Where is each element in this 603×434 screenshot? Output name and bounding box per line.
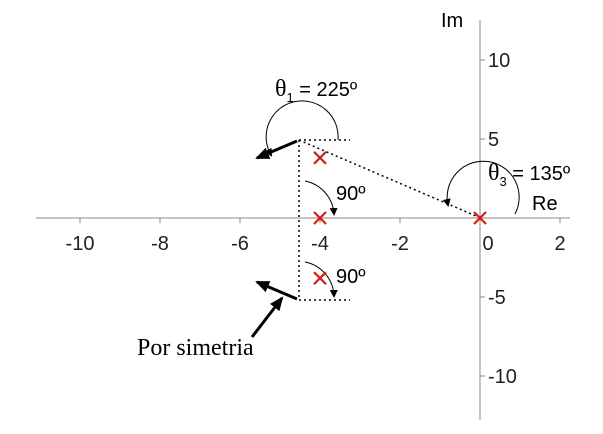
y-tick-label: -5	[488, 287, 506, 309]
symmetry-label: Por simetria	[137, 335, 254, 361]
upper-departure-arrow	[255, 139, 298, 160]
theta1-arc	[264, 100, 339, 157]
x-tick-label: 0	[482, 233, 493, 255]
pole-marker	[313, 271, 327, 285]
pole-marker	[313, 151, 327, 165]
y-tick-label: 10	[488, 50, 510, 72]
x-tick-label: -2	[391, 233, 409, 255]
lower-90-label: 90º	[336, 266, 366, 288]
poles	[313, 151, 487, 285]
x-tick-label: -4	[311, 233, 329, 255]
lower-departure-arrow	[255, 280, 298, 301]
x-ticks: -10 -8 -6 -4 -2 0 2	[66, 218, 566, 255]
upper-90-arc	[304, 180, 338, 216]
x-tick-label: 2	[554, 233, 565, 255]
y-tick-label: -10	[488, 366, 517, 388]
departure-arrows	[250, 139, 298, 338]
x-axis-label: Re	[532, 193, 558, 215]
x-tick-label: -10	[66, 233, 95, 255]
y-axis-label: Im	[441, 10, 463, 32]
axes: -10 -8 -6 -4 -2 0 2 10 5 -5 -10 Re Im	[36, 10, 570, 420]
y-tick-label: 5	[488, 129, 499, 151]
symmetry-pointer-arrow	[250, 296, 284, 338]
theta3-arc	[442, 160, 520, 215]
x-tick-label: -6	[231, 233, 249, 255]
theta1-label: θ1 = 225º	[275, 76, 358, 105]
pole-marker	[473, 211, 487, 225]
theta3-label: θ3 = 135º	[488, 160, 571, 189]
angle-arcs	[264, 100, 520, 298]
x-tick-label: -8	[151, 233, 169, 255]
pole-marker	[313, 211, 327, 225]
upper-90-label: 90º	[336, 183, 366, 205]
y-ticks: 10 5 -5 -10	[480, 50, 517, 388]
